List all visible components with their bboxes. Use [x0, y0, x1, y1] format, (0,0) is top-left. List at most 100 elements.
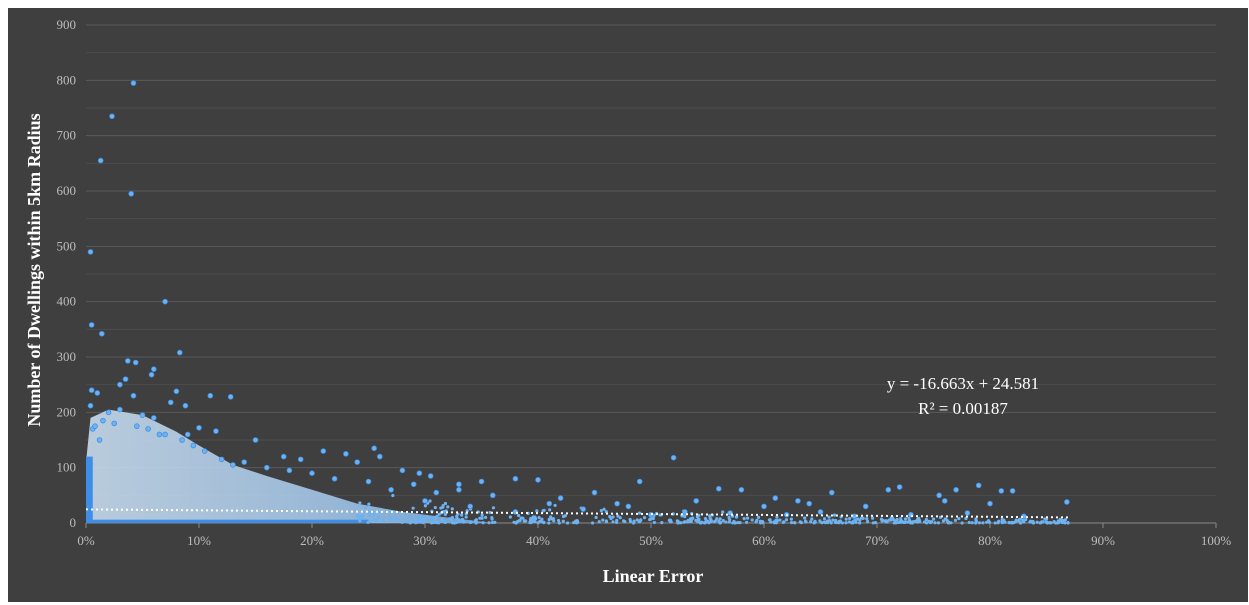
- scatter-point: [945, 519, 950, 523]
- scatter-point: [1017, 519, 1021, 523]
- y-tick-label: 900: [57, 17, 77, 32]
- scatter-point: [975, 482, 982, 489]
- scatter-point: [602, 507, 606, 511]
- scatter-point: [642, 516, 647, 520]
- y-tick-label: 0: [70, 515, 77, 530]
- scatter-point: [366, 520, 370, 524]
- scatter-point: [960, 521, 964, 525]
- scatter-point: [535, 509, 539, 513]
- scatter-point: [207, 392, 214, 399]
- scatter-point: [549, 515, 553, 519]
- scatter-point: [862, 503, 869, 510]
- scatter-point: [516, 513, 521, 518]
- scatter-point: [750, 518, 754, 522]
- scatter-point: [484, 515, 488, 520]
- scatter-point: [184, 431, 191, 438]
- scatter-point: [179, 437, 185, 443]
- scatter-point: [639, 518, 643, 522]
- scatter-point: [557, 495, 564, 501]
- x-axis-ticks: 0% 10% 20% 30% 40% 50% 60% 70% 80% 90% 100%: [77, 523, 1231, 548]
- scatter-point: [376, 453, 383, 460]
- scatter-point: [727, 515, 731, 520]
- x-tick-label: 50%: [639, 533, 663, 548]
- y-axis-title: Number of Dwellings within 5km Radius: [24, 113, 44, 426]
- scatter-point: [696, 517, 700, 521]
- scatter-point: [651, 516, 655, 521]
- scatter-point: [399, 467, 406, 474]
- scatter-point: [343, 451, 349, 457]
- scatter-point: [151, 366, 157, 372]
- scatter-point: [822, 517, 827, 521]
- scatter-points: [87, 80, 1070, 525]
- scatter-point: [835, 520, 839, 525]
- scatter-point: [134, 423, 140, 429]
- scatter-point: [454, 520, 458, 525]
- scatter-point: [436, 521, 441, 525]
- scatter-point: [827, 518, 831, 523]
- scatter-point: [953, 518, 958, 522]
- scatter-point: [354, 459, 361, 465]
- scatter-point: [196, 425, 202, 431]
- scatter-point: [911, 520, 915, 524]
- scatter-point: [1054, 521, 1058, 525]
- scatter-chart: 0% 10% 20% 30% 40% 50% 60% 70% 80% 90% 100% 0 100 20…: [24, 17, 1231, 586]
- scatter-point: [981, 521, 985, 525]
- gridlines: [86, 24, 1216, 524]
- scatter-point: [803, 516, 807, 520]
- scatter-point: [1019, 521, 1023, 525]
- scatter-point: [388, 486, 394, 493]
- scatter-point: [122, 376, 129, 382]
- scatter-point: [721, 519, 725, 523]
- scatter-point: [546, 500, 553, 507]
- scatter-point: [557, 521, 561, 525]
- x-tick-label: 70%: [865, 533, 889, 548]
- scatter-point: [358, 501, 362, 505]
- scatter-point: [437, 512, 441, 516]
- scatter-point: [933, 521, 937, 525]
- scatter-point: [993, 521, 997, 525]
- scatter-point: [772, 495, 779, 501]
- scatter-point: [480, 516, 484, 520]
- scatter-point: [456, 481, 462, 488]
- scatter-point: [425, 515, 429, 520]
- y-tick-label: 200: [57, 404, 77, 419]
- scatter-point: [580, 506, 586, 512]
- scatter-point: [870, 516, 875, 520]
- scatter-point: [461, 520, 466, 524]
- scatter-point: [488, 510, 492, 515]
- scatter-point: [713, 519, 717, 523]
- scatter-point: [594, 515, 598, 520]
- scatter-point: [241, 459, 248, 465]
- scatter-point: [758, 521, 763, 525]
- scatter-point: [457, 518, 461, 522]
- scatter-point: [636, 478, 643, 485]
- scatter-point: [888, 518, 892, 522]
- scatter-point: [230, 462, 236, 468]
- scatter-point: [676, 521, 680, 525]
- scatter-point: [828, 489, 835, 496]
- scatter-point: [561, 519, 565, 523]
- scatter-point: [297, 456, 304, 463]
- scatter-point: [733, 521, 737, 525]
- scatter-point: [697, 513, 701, 517]
- scatter-point: [369, 519, 373, 524]
- scatter-point: [931, 517, 936, 521]
- scatter-point: [957, 517, 961, 521]
- scatter-point: [803, 519, 808, 523]
- scatter-point: [443, 512, 447, 517]
- scatter-point: [473, 519, 478, 523]
- scatter-point: [373, 518, 377, 522]
- scatter-point: [718, 517, 722, 521]
- scatter-point: [896, 484, 903, 490]
- scatter-point: [809, 520, 813, 524]
- scatter-point: [455, 514, 459, 518]
- scatter-point: [1010, 520, 1014, 525]
- scatter-point: [704, 520, 708, 524]
- scatter-point: [977, 521, 981, 525]
- scatter-point: [903, 517, 908, 521]
- scatter-point: [360, 516, 364, 520]
- scatter-point: [443, 520, 447, 525]
- scatter-point: [1063, 521, 1067, 525]
- scatter-point: [566, 521, 570, 525]
- scatter-point: [715, 517, 719, 521]
